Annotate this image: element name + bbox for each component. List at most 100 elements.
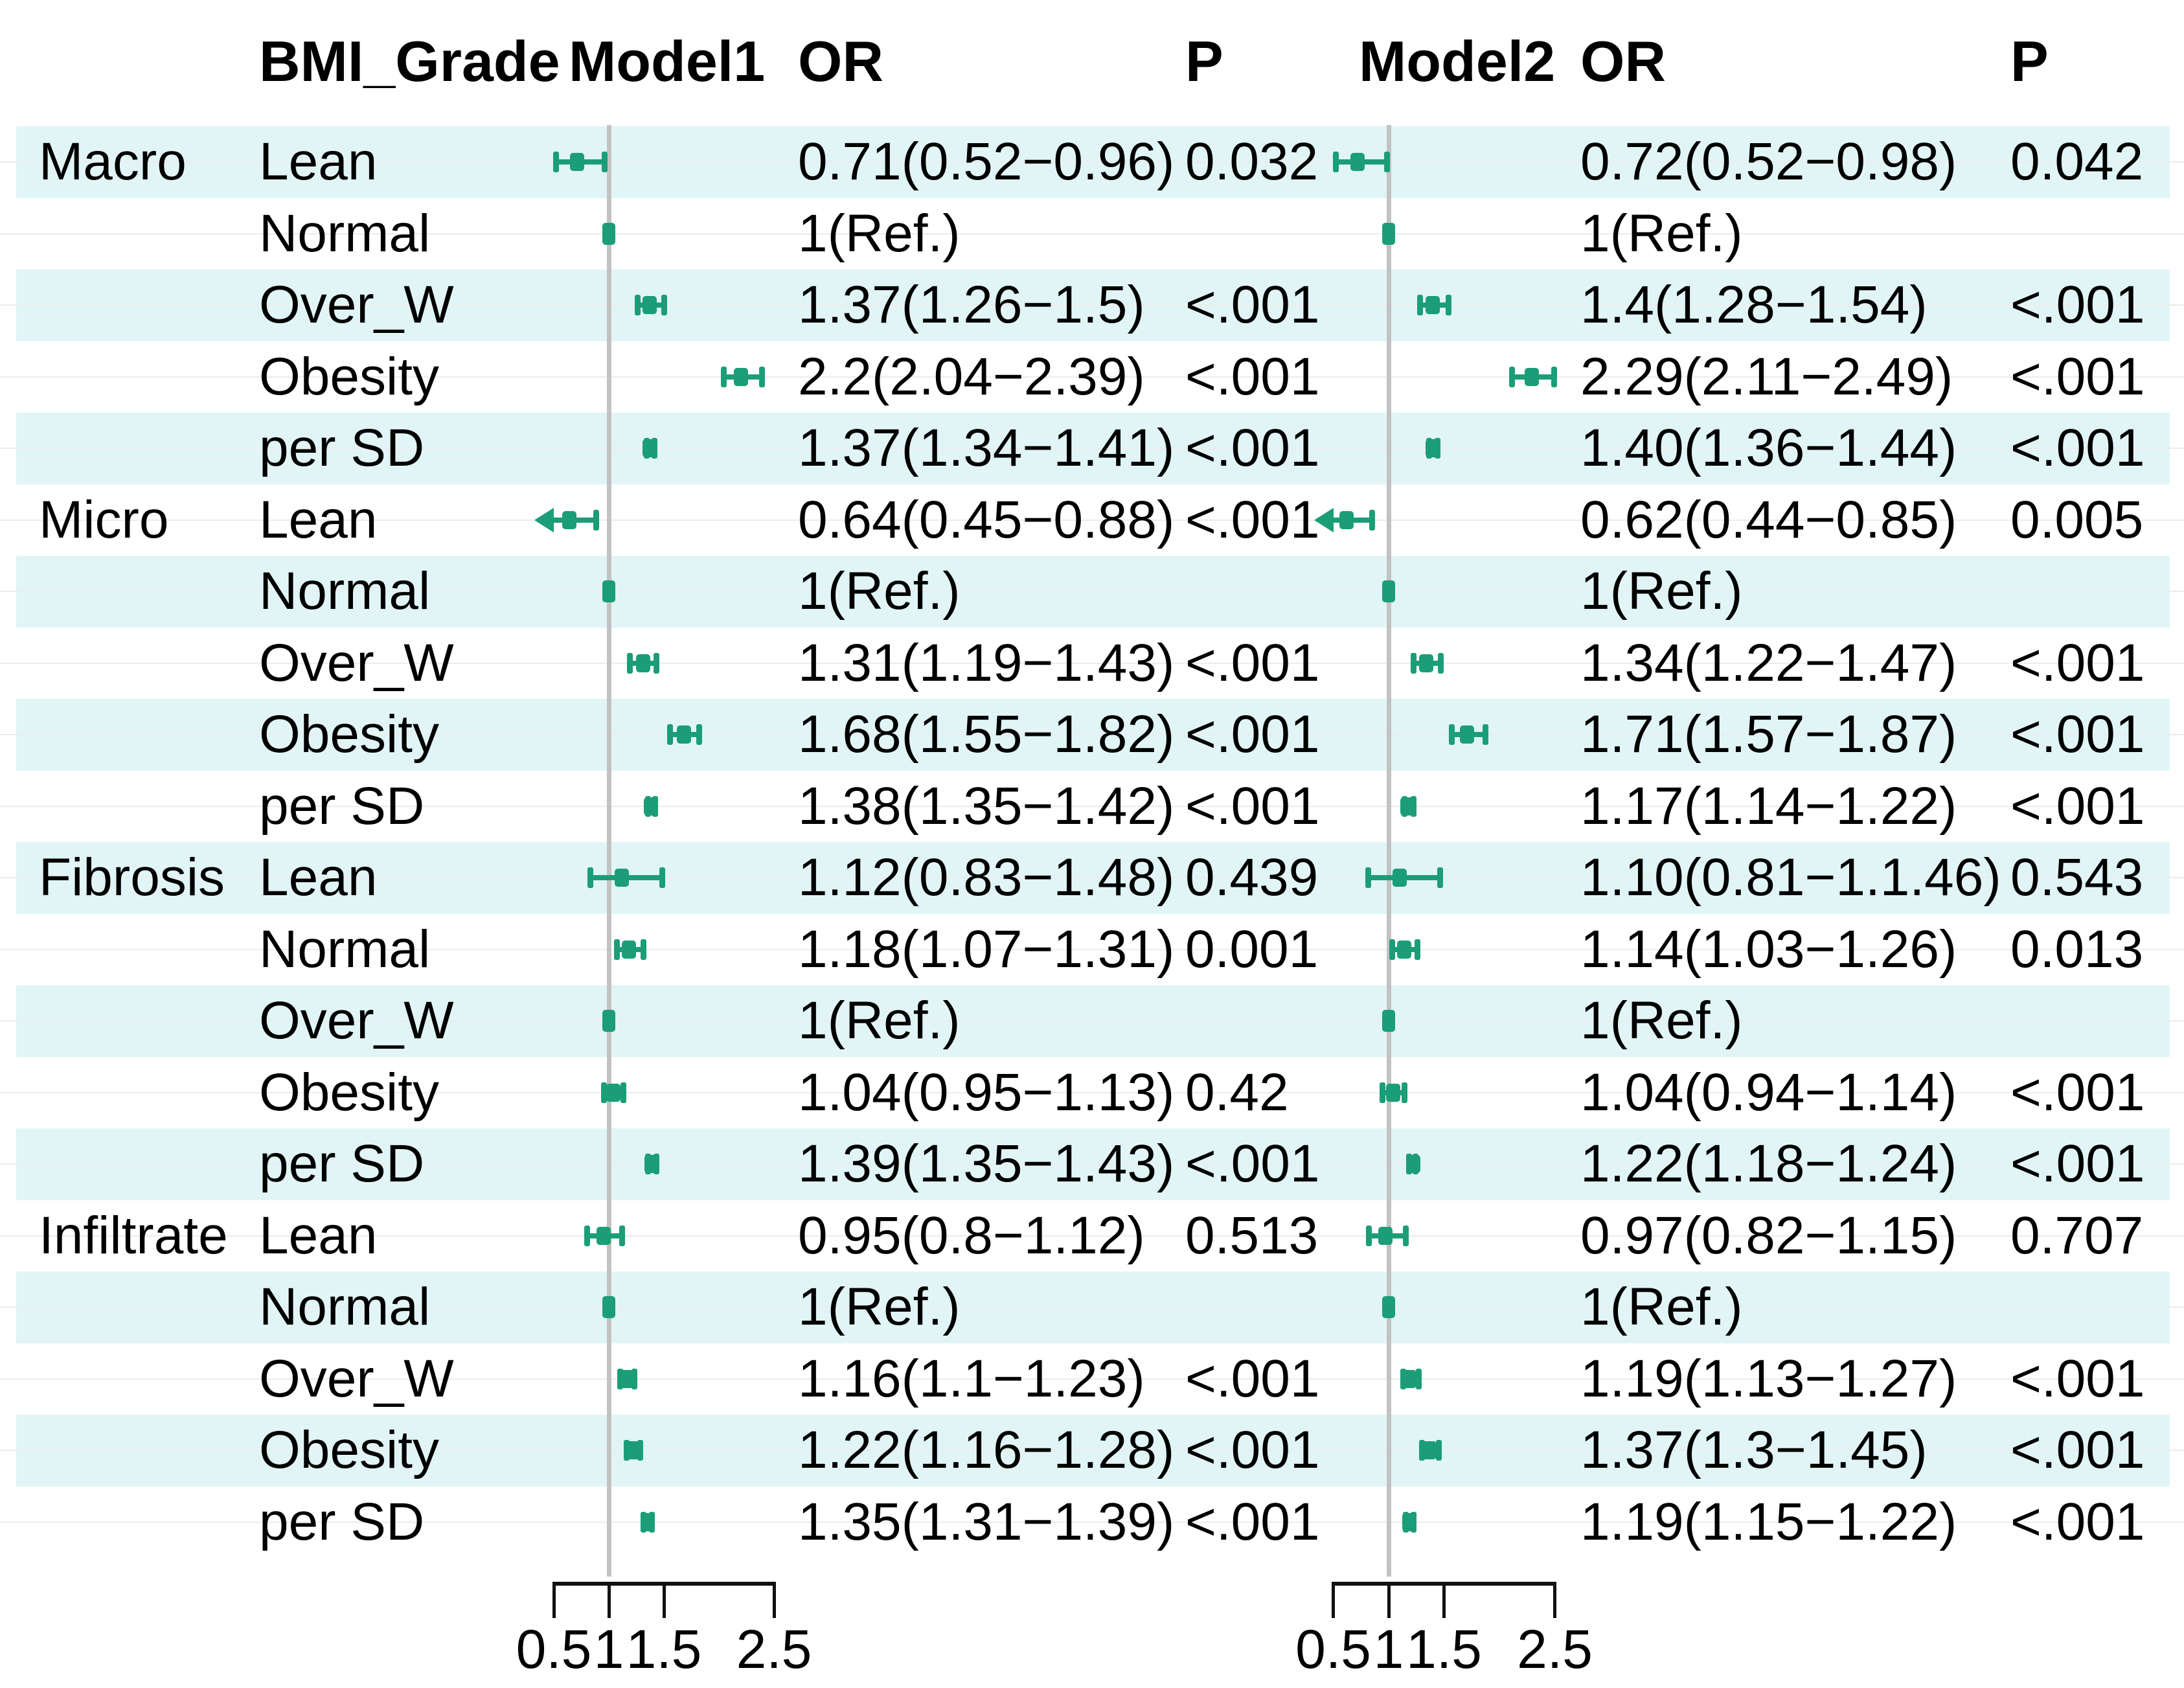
row-gridline — [0, 1306, 2184, 1308]
or-value: 1.10(0.81−1.1.46) — [1580, 848, 2001, 907]
row-gridline — [0, 376, 2184, 378]
row-gridline — [0, 1235, 2184, 1237]
or-value: 0.72(0.52−0.98) — [1580, 132, 1957, 191]
ci-cap-low — [613, 939, 620, 960]
grade-label: Normal — [259, 919, 431, 979]
axis-tick-label: 1.5 — [626, 1619, 702, 1680]
point-estimate-box — [676, 725, 691, 744]
p-value: <.001 — [2010, 347, 2145, 406]
ci-cap-low — [1416, 295, 1423, 316]
group-label: Micro — [39, 490, 169, 549]
or-value: 1.37(1.34−1.41) — [798, 418, 1175, 477]
point-estimate-box — [596, 1226, 611, 1245]
p-value: 0.001 — [1185, 919, 1319, 979]
or-value: 1(Ref.) — [798, 562, 961, 621]
axis-tick — [607, 1582, 611, 1618]
p-value: <.001 — [2010, 418, 2145, 477]
header-or-model2: OR — [1580, 29, 1666, 93]
row-gridline — [0, 1378, 2184, 1380]
axis-tick-label: 2.5 — [736, 1619, 812, 1680]
ci-cap-high — [1416, 1368, 1422, 1389]
ci-cap-low — [1366, 1225, 1372, 1246]
point-estimate-box — [642, 296, 657, 315]
ci-cap-low — [635, 295, 641, 316]
grade-label: Lean — [259, 132, 378, 191]
ci-cap-high — [1437, 867, 1443, 889]
group-label: Infiltrate — [39, 1205, 228, 1265]
p-value: <.001 — [2010, 1349, 2145, 1408]
or-value: 2.2(2.04−2.39) — [798, 347, 1145, 406]
row-gridline — [0, 1163, 2184, 1165]
p-value: 0.005 — [2010, 490, 2144, 549]
point-estimate-box — [1396, 940, 1411, 959]
row-gridline — [0, 1091, 2184, 1093]
ci-cap-low — [1508, 366, 1515, 387]
row-gridline — [0, 805, 2184, 807]
ci-cap-low — [1389, 939, 1396, 960]
grade-label: Obesity — [259, 705, 439, 764]
or-reference-line — [606, 125, 611, 1577]
point-estimate-box — [643, 797, 658, 815]
or-value: 1.17(1.14−1.22) — [1580, 776, 1957, 836]
point-estimate-ref-box — [602, 222, 615, 245]
axis-tick-label: 0.5 — [1295, 1619, 1371, 1680]
point-estimate-box — [1378, 1226, 1393, 1245]
p-value: <.001 — [2010, 1492, 2145, 1551]
p-value: 0.513 — [1185, 1205, 1319, 1265]
or-value: 1.4(1.28−1.54) — [1580, 275, 1928, 334]
axis-tick — [1442, 1582, 1446, 1618]
or-value: 0.71(0.52−0.96) — [798, 132, 1175, 191]
ci-clip-arrow-icon — [1314, 507, 1334, 532]
ci-cap-high — [659, 867, 665, 889]
or-value: 1.38(1.35−1.42) — [798, 776, 1175, 836]
or-reference-line — [1386, 125, 1391, 1577]
or-value: 1(Ref.) — [798, 1277, 961, 1336]
ci-cap-high — [1369, 509, 1376, 530]
point-estimate-ref-box — [1382, 1296, 1395, 1319]
point-estimate-box — [1422, 1441, 1437, 1460]
axis-tick — [772, 1582, 776, 1618]
axis-tick — [1387, 1582, 1391, 1618]
or-value: 1.18(1.07−1.31) — [798, 919, 1175, 979]
or-value: 1.14(1.03−1.26) — [1580, 919, 1957, 979]
or-value: 1(Ref.) — [1580, 203, 1743, 263]
or-value: 1.22(1.16−1.28) — [798, 1420, 1175, 1479]
or-value: 1.16(1.1−1.23) — [798, 1349, 1145, 1408]
ci-cap-low — [1419, 1440, 1426, 1461]
point-estimate-box — [1426, 439, 1440, 458]
or-value: 1(Ref.) — [1580, 991, 1743, 1050]
axis-tick — [552, 1582, 556, 1618]
grade-label: Over_W — [259, 1349, 454, 1408]
point-estimate-box — [1350, 153, 1365, 172]
or-value: 1.68(1.55−1.82) — [798, 705, 1175, 764]
or-value: 0.62(0.44−0.85) — [1580, 490, 1957, 549]
or-value: 1.39(1.35−1.43) — [798, 1134, 1175, 1193]
p-value: <.001 — [2010, 1062, 2145, 1122]
or-value: 1.19(1.13−1.27) — [1580, 1349, 1957, 1408]
or-value: 1.71(1.57−1.87) — [1580, 705, 1957, 764]
or-value: 1.34(1.22−1.47) — [1580, 633, 1957, 692]
grade-label: Obesity — [259, 1062, 439, 1122]
point-estimate-box — [1339, 510, 1354, 529]
row-gridline — [0, 1020, 2184, 1022]
ci-cap-high — [593, 509, 599, 530]
p-value: <.001 — [2010, 776, 2145, 836]
p-value: <.001 — [1185, 1420, 1320, 1479]
axis-tick — [1553, 1582, 1556, 1618]
ci-cap-high — [1438, 652, 1444, 674]
p-value: <.001 — [1185, 418, 1320, 477]
ci-cap-high — [637, 1440, 643, 1461]
point-estimate-box — [619, 1369, 634, 1388]
grade-label: Normal — [259, 203, 431, 263]
ci-cap-low — [553, 152, 560, 173]
grade-label: per SD — [259, 1492, 425, 1551]
grade-label: per SD — [259, 418, 425, 477]
grade-label: Over_W — [259, 633, 454, 692]
row-gridline — [0, 948, 2184, 950]
ci-cap-low — [1449, 724, 1455, 746]
ci-cap-high — [1435, 1440, 1442, 1461]
p-value: <.001 — [2010, 275, 2145, 334]
row-gridline — [0, 233, 2184, 234]
point-estimate-box — [642, 439, 657, 458]
